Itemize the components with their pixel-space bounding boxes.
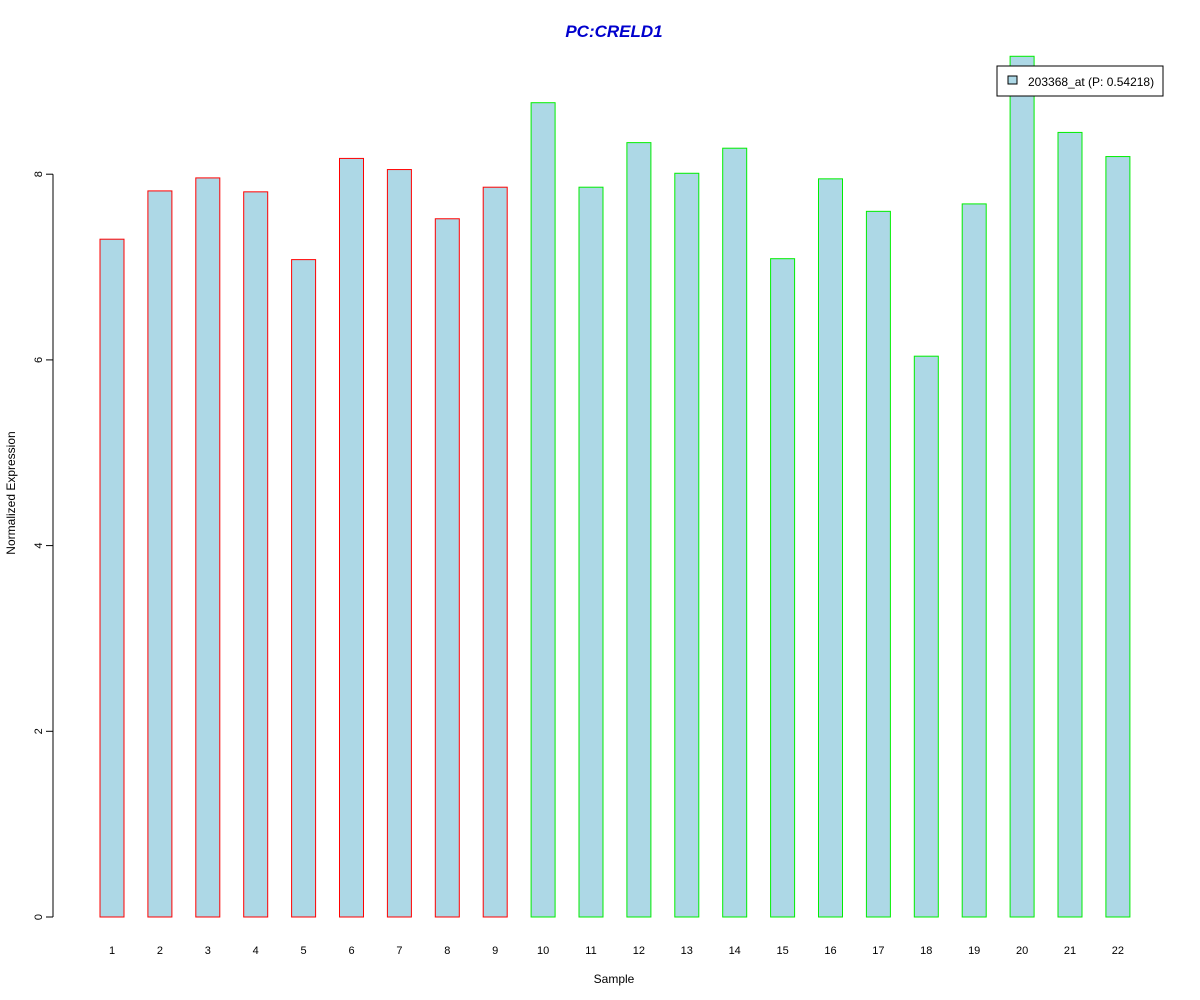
- bar-sample-18: [913, 355, 939, 918]
- bar-sample-12: [626, 142, 652, 918]
- legend-box: [996, 65, 1164, 97]
- bar-sample-11: [578, 186, 604, 918]
- x-tick-label: 19: [968, 945, 980, 957]
- legend-label: 203368_at (P: 0.54218): [1028, 75, 1154, 89]
- bar-sample-19: [961, 203, 987, 918]
- x-tick-labels: 1 2 3 4 5 6 7 8 9 10 11 12 13 14 15 16 17 18 19 20 21 22: [109, 945, 1124, 957]
- bar-sample-9: [482, 186, 508, 918]
- x-tick-label: 6: [348, 945, 354, 957]
- bars-group: [99, 55, 1131, 918]
- y-tick-label: 6: [33, 357, 45, 363]
- bar-sample-21: [1057, 131, 1083, 918]
- x-tick-label: 4: [253, 945, 259, 957]
- y-axis: 0 2 4 6 8: [33, 171, 54, 920]
- x-tick-label: 14: [729, 945, 741, 957]
- x-tick-label: 16: [824, 945, 836, 957]
- bar-sample-16: [818, 178, 843, 918]
- bar-sample-3: [195, 177, 221, 918]
- x-tick-label: 12: [633, 945, 645, 957]
- y-tick-label: 4: [33, 543, 45, 549]
- x-tick-label: 9: [492, 945, 498, 957]
- x-tick-label: 3: [205, 945, 211, 957]
- x-tick-label: 15: [776, 945, 788, 957]
- bar-sample-17: [865, 210, 891, 918]
- bar-sample-7: [386, 169, 412, 918]
- x-axis-label: Sample: [594, 972, 635, 986]
- x-tick-label: 8: [444, 945, 450, 957]
- bar-sample-15: [770, 258, 796, 918]
- y-tick-label: 2: [33, 728, 45, 734]
- bar-sample-1: [99, 238, 125, 918]
- bar-sample-20: [1009, 55, 1035, 918]
- x-tick-label: 2: [157, 945, 163, 957]
- legend-swatch: [1007, 75, 1018, 85]
- x-tick-label: 13: [681, 945, 693, 957]
- y-tick-label: 8: [33, 171, 45, 177]
- x-tick-label: 18: [920, 945, 932, 957]
- y-tick-label: 0: [33, 914, 45, 920]
- x-tick-label: 11: [585, 945, 596, 957]
- x-tick-label: 21: [1064, 945, 1076, 957]
- chart-title: PC:CRELD1: [565, 22, 662, 41]
- y-axis-label: Normalized Expression: [4, 431, 18, 554]
- x-tick-label: 5: [301, 945, 307, 957]
- bar-sample-13: [674, 172, 700, 918]
- bar-sample-8: [434, 218, 460, 918]
- x-tick-label: 17: [872, 945, 884, 957]
- bar-sample-5: [291, 259, 317, 918]
- legend: 203368_at (P: 0.54218): [996, 65, 1164, 97]
- bar-sample-14: [722, 147, 748, 918]
- x-tick-label: 1: [109, 945, 115, 957]
- x-tick-label: 20: [1016, 945, 1028, 957]
- x-tick-label: 22: [1112, 945, 1124, 957]
- bar-sample-6: [339, 157, 364, 918]
- x-tick-label: 10: [537, 945, 549, 957]
- x-tick-label: 7: [396, 945, 402, 957]
- bar-sample-4: [243, 191, 269, 918]
- bar-sample-2: [147, 190, 173, 918]
- bar-sample-22: [1105, 156, 1131, 918]
- bar-sample-10: [530, 102, 556, 918]
